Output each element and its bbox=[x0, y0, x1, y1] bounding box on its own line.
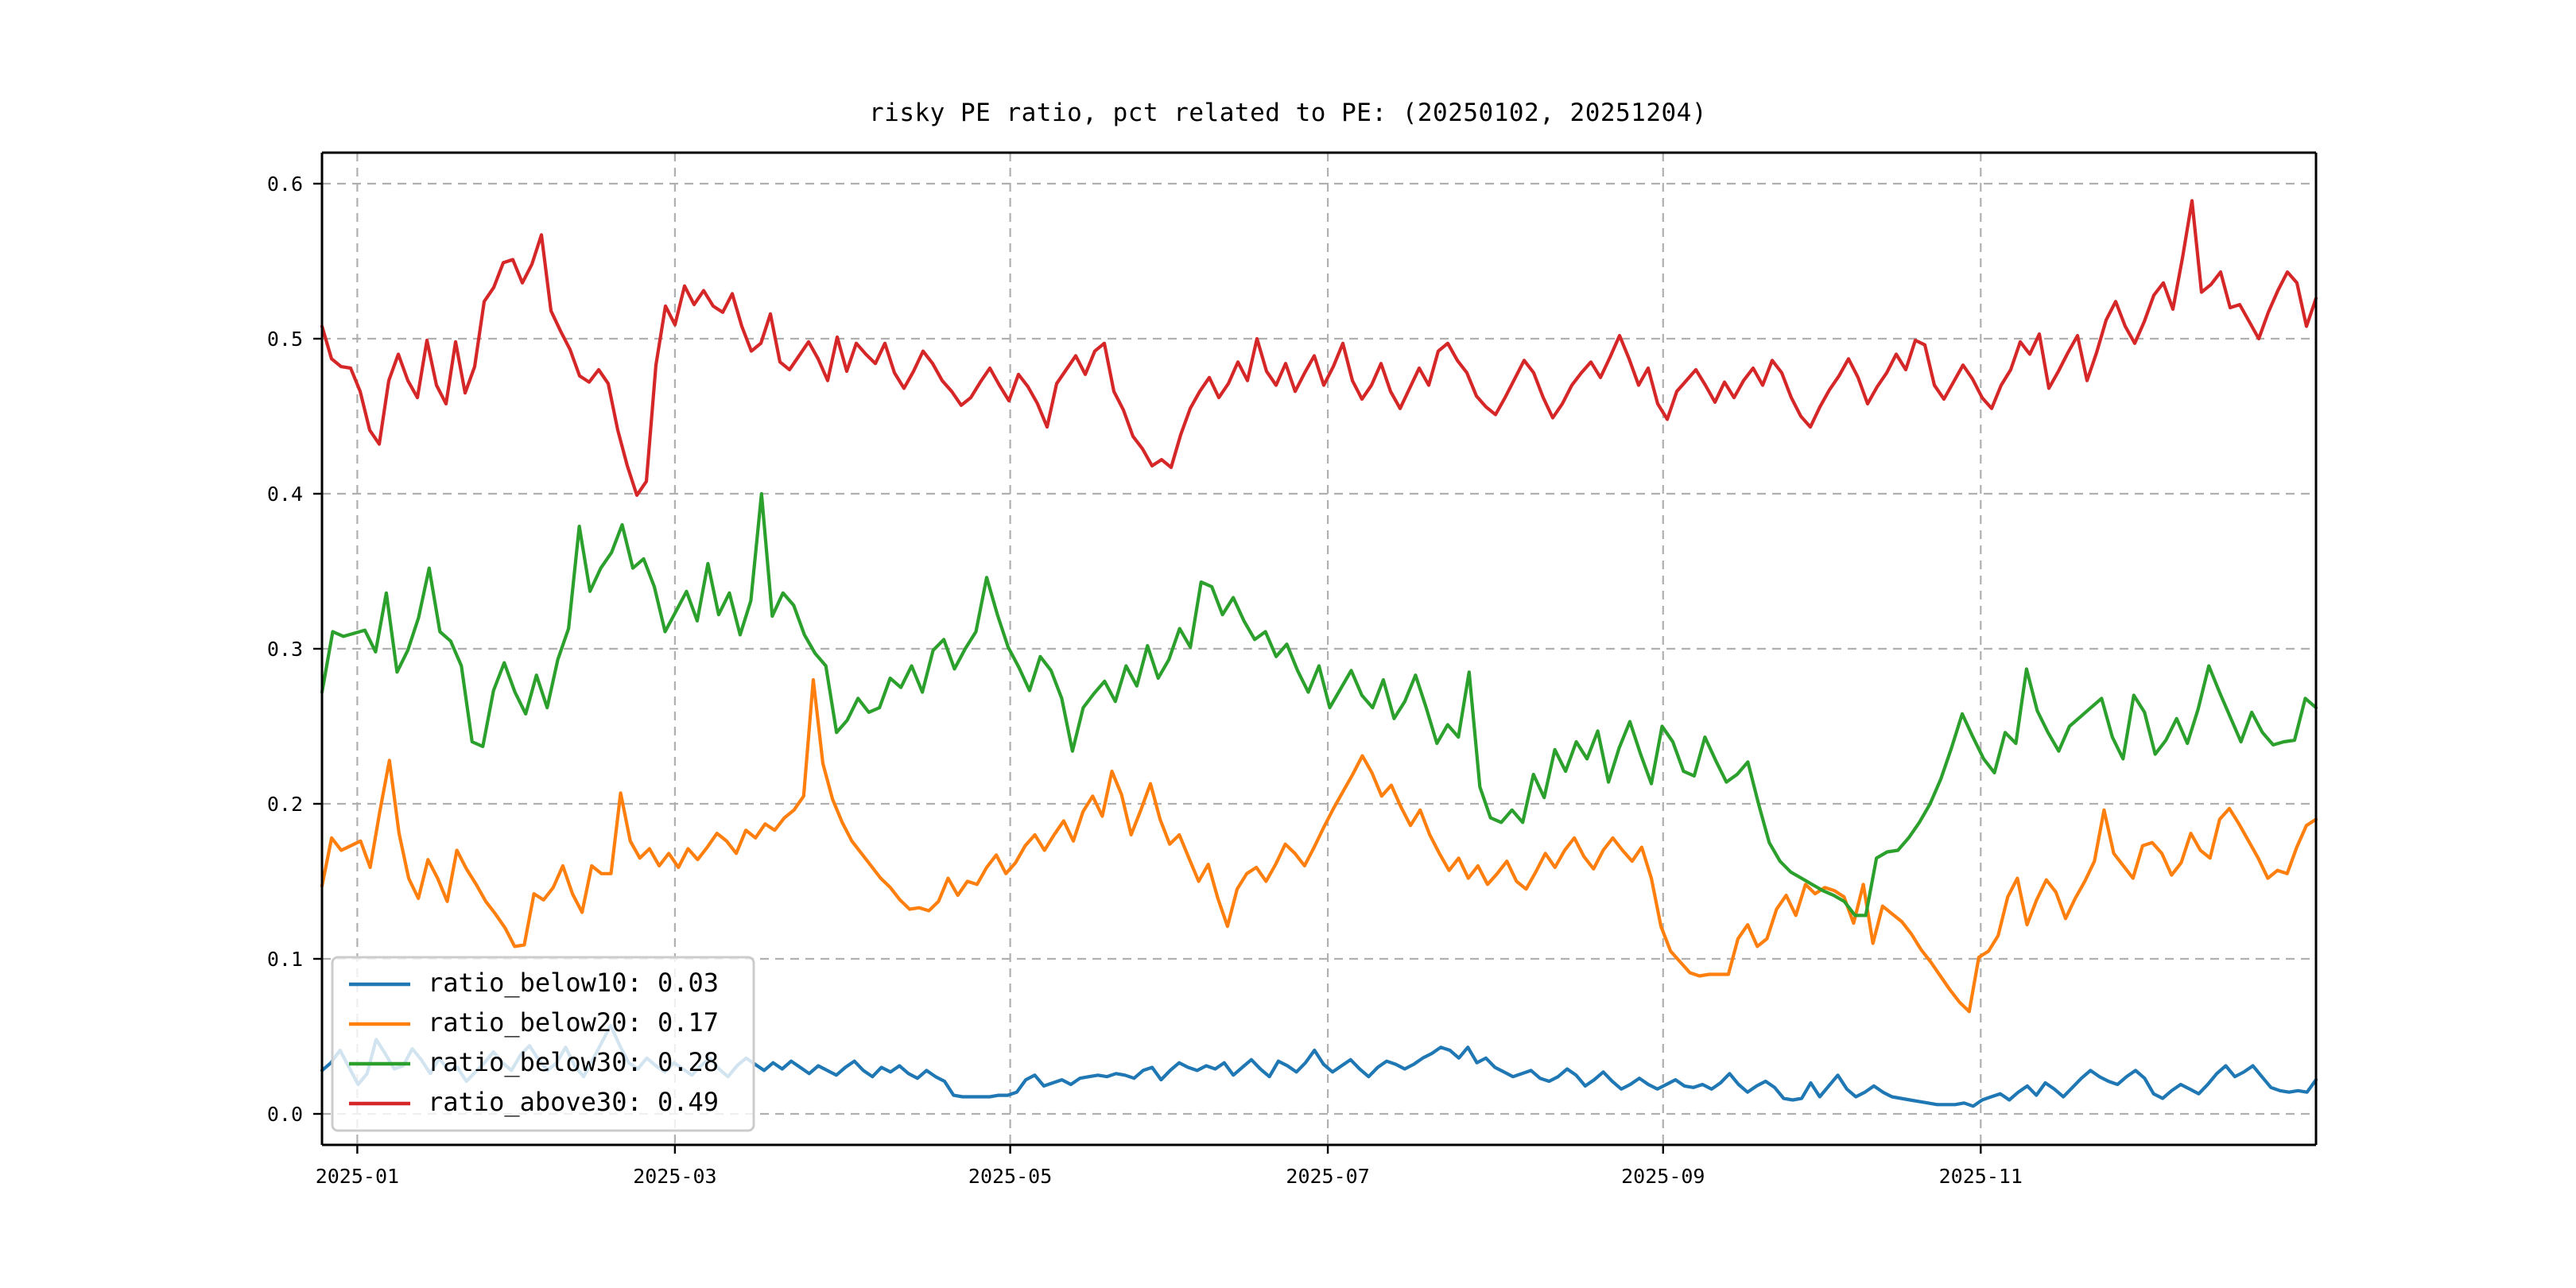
chart-title: risky PE ratio, pct related to PE: (2025… bbox=[869, 99, 1707, 127]
xtick-label: 2025-03 bbox=[633, 1165, 716, 1188]
xtick-label: 2025-05 bbox=[968, 1165, 1052, 1188]
xtick-label: 2025-11 bbox=[1939, 1165, 2023, 1188]
legend-label-ratio_above30[interactable]: ratio_above30: 0.49 bbox=[428, 1087, 719, 1117]
legend-label-ratio_below10[interactable]: ratio_below10: 0.03 bbox=[428, 968, 719, 998]
ytick-label: 0.0 bbox=[267, 1103, 303, 1126]
ytick-label: 0.3 bbox=[267, 638, 303, 661]
ytick-label: 0.6 bbox=[267, 173, 303, 196]
xtick-label: 2025-07 bbox=[1286, 1165, 1369, 1188]
xtick-label: 2025-09 bbox=[1621, 1165, 1705, 1188]
ytick-label: 0.5 bbox=[267, 328, 303, 351]
ytick-label: 0.4 bbox=[267, 483, 303, 506]
axis-ticks: 0.0 0.1 0.2 0.3 0.4 0.5 0.6 2025-01 2025-03 2025-… bbox=[267, 173, 2023, 1188]
chart-legend[interactable]: ratio_below10: 0.03 ratio_below20: 0.17 ra… bbox=[331, 956, 755, 1132]
ytick-label: 0.1 bbox=[267, 948, 303, 971]
series-lines bbox=[320, 199, 2318, 1108]
series-line-ratio_above30 bbox=[320, 199, 2318, 498]
legend-label-ratio_below20[interactable]: ratio_below20: 0.17 bbox=[428, 1007, 719, 1038]
legend-box bbox=[331, 956, 755, 1132]
legend-label-ratio_below30[interactable]: ratio_below30: 0.28 bbox=[428, 1047, 719, 1077]
xtick-label: 2025-01 bbox=[316, 1165, 399, 1188]
ytick-label: 0.2 bbox=[267, 793, 303, 816]
axes-spines bbox=[320, 151, 2318, 1146]
series-line-ratio_below30 bbox=[320, 491, 2318, 918]
series-line-ratio_below20 bbox=[320, 677, 2318, 1014]
